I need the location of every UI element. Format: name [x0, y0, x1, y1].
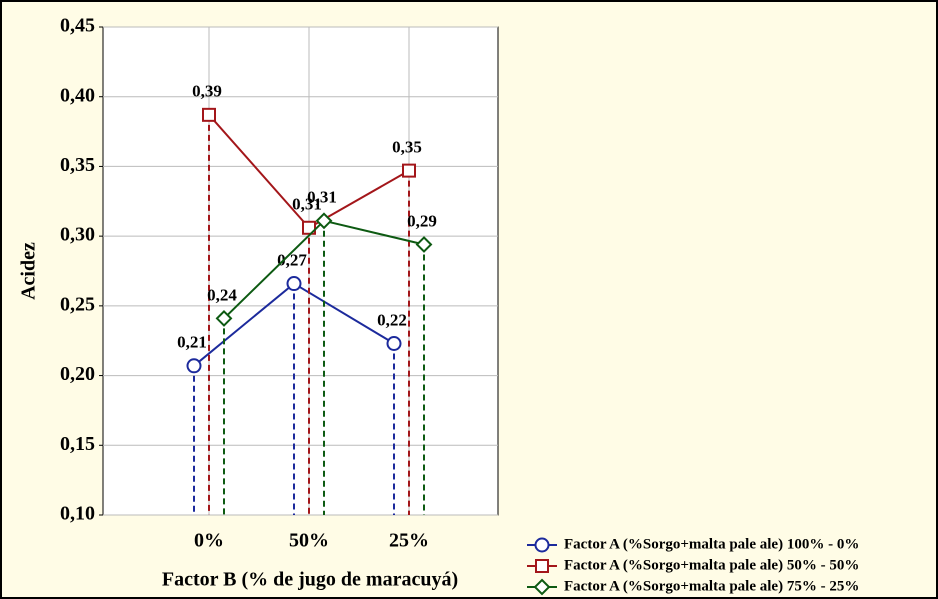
legend-label: Factor A (%Sorgo+malta pale ale) 50% - 5… — [564, 557, 859, 573]
data-point — [202, 107, 216, 122]
legend-marker — [535, 559, 549, 573]
y-tick-label: 0,15 — [60, 433, 95, 455]
x-tick-label: 50% — [289, 530, 329, 552]
data-label: 0,22 — [377, 310, 407, 329]
plot-area — [102, 26, 499, 516]
data-label: 0,35 — [392, 138, 422, 157]
data-label: 0,24 — [207, 285, 237, 304]
y-tick-label: 0,20 — [60, 363, 95, 385]
data-label: 0,27 — [277, 250, 307, 269]
data-point — [402, 163, 416, 178]
data-label: 0,31 — [292, 195, 322, 214]
legend-label: Factor A (%Sorgo+malta pale ale) 100% - … — [564, 536, 859, 552]
data-point — [215, 309, 233, 327]
data-label: 0,29 — [407, 211, 437, 230]
data-label: 0,21 — [177, 333, 207, 352]
y-tick-label: 0,30 — [60, 224, 95, 246]
legend-label: Factor A (%Sorgo+malta pale ale) 75% - 2… — [564, 578, 859, 594]
data-point — [186, 358, 202, 374]
y-tick-label: 0,40 — [60, 84, 95, 106]
data-point — [415, 236, 433, 253]
data-point — [386, 336, 402, 352]
x-tick-label: 25% — [389, 530, 429, 552]
data-point — [315, 212, 333, 230]
data-point — [286, 276, 302, 292]
data-point — [302, 220, 316, 235]
y-tick-label: 0,35 — [60, 154, 95, 176]
y-tick-label: 0,10 — [60, 503, 95, 525]
legend-marker — [534, 537, 550, 553]
data-label: 0,39 — [192, 82, 222, 101]
legend-marker — [533, 578, 551, 596]
y-tick-label: 0,45 — [60, 15, 95, 37]
x-tick-label: 0% — [194, 530, 224, 552]
y-axis-label: Acidez — [18, 242, 40, 300]
x-axis-label: Factor B (% de jugo de maracuyá) — [162, 569, 458, 591]
data-label: 0,31 — [307, 188, 337, 207]
y-tick-label: 0,25 — [60, 293, 95, 315]
